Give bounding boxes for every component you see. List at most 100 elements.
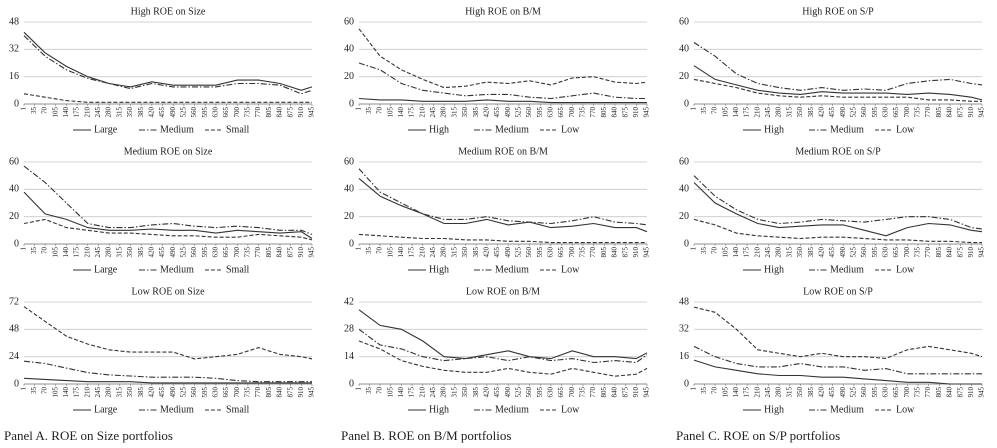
series-line <box>23 31 313 91</box>
x-tick-label: 455 <box>828 247 836 258</box>
y-tick-label: 0 <box>684 238 689 249</box>
x-tick-label: 595 <box>871 107 879 118</box>
x-tick-label: 875 <box>621 107 629 118</box>
x-tick-label: 315 <box>785 107 793 118</box>
chart-title: Low ROE on B/M <box>466 286 540 297</box>
x-tick-label: 735 <box>579 387 587 398</box>
x-tick-label: 455 <box>493 247 501 258</box>
x-tick-label: 455 <box>158 247 166 258</box>
x-tick-label: 805 <box>600 247 608 258</box>
x-tick-label: 910 <box>967 247 975 258</box>
y-tick-label: 42 <box>344 296 354 307</box>
y-tick-label: 48 <box>9 324 19 335</box>
x-tick-label: 140 <box>62 247 70 258</box>
x-tick-label: 630 <box>882 387 890 398</box>
x-tick-label: 455 <box>828 107 836 118</box>
x-tick-label: 245 <box>429 247 437 258</box>
series-line <box>23 191 313 239</box>
y-tick-label: 0 <box>349 378 354 389</box>
x-tick-label: 665 <box>557 247 565 258</box>
x-tick-label: 350 <box>126 247 134 258</box>
x-tick-label: 910 <box>297 247 305 258</box>
legend-label: Low <box>561 404 580 415</box>
x-tick-label: 945 <box>643 387 651 398</box>
x-tick-label: 245 <box>429 387 437 398</box>
x-tick-label: 1 <box>690 387 698 391</box>
x-tick-label: 665 <box>222 387 230 398</box>
x-tick-label: 385 <box>807 247 815 258</box>
series-line <box>23 360 312 383</box>
x-tick-label: 875 <box>621 247 629 258</box>
x-tick-label: 805 <box>935 247 943 258</box>
x-tick-label: 525 <box>849 247 857 258</box>
legend-label: Medium <box>830 124 864 135</box>
x-tick-label: 35 <box>700 247 708 255</box>
x-tick-label: 350 <box>461 107 469 118</box>
x-tick-label: 595 <box>871 387 879 398</box>
y-tick-label: 0 <box>349 238 354 249</box>
x-tick-label: 630 <box>547 387 555 398</box>
x-tick-label: 245 <box>94 107 102 118</box>
x-tick-label: 805 <box>265 107 273 118</box>
series-line <box>358 97 647 104</box>
x-tick-label: 420 <box>147 247 155 258</box>
x-tick-label: 455 <box>493 387 501 398</box>
x-tick-label: 1 <box>690 107 698 111</box>
x-tick-label: 490 <box>839 387 847 398</box>
x-tick-label: 175 <box>743 107 751 118</box>
x-tick-label: 420 <box>817 247 825 258</box>
x-tick-label: 595 <box>536 247 544 258</box>
x-tick-label: 945 <box>978 387 986 398</box>
x-tick-label: 455 <box>828 387 836 398</box>
x-tick-label: 840 <box>946 107 954 118</box>
series-line <box>693 218 982 244</box>
x-tick-label: 105 <box>51 387 59 398</box>
x-tick-label: 35 <box>365 387 373 395</box>
y-tick-label: 20 <box>344 71 354 82</box>
x-tick-label: 875 <box>956 247 964 258</box>
x-tick-label: 560 <box>860 247 868 258</box>
x-tick-label: 280 <box>440 107 448 118</box>
x-tick-label: 350 <box>796 247 804 258</box>
x-tick-label: 945 <box>978 247 986 258</box>
y-tick-label: 20 <box>9 211 19 222</box>
x-tick-label: 315 <box>450 107 458 118</box>
x-tick-label: 245 <box>764 387 772 398</box>
y-tick-label: 40 <box>344 44 354 55</box>
x-tick-label: 805 <box>265 247 273 258</box>
x-tick-label: 630 <box>882 247 890 258</box>
legend-label: Small <box>226 124 250 135</box>
x-tick-label: 840 <box>276 387 284 398</box>
x-tick-label: 490 <box>504 106 512 117</box>
x-tick-label: 490 <box>504 246 512 257</box>
x-tick-label: 560 <box>190 107 198 118</box>
x-tick-label: 105 <box>721 387 729 398</box>
x-tick-label: 35 <box>30 107 38 115</box>
x-tick-label: 70 <box>376 387 384 395</box>
x-tick-label: 280 <box>105 247 113 258</box>
x-tick-label: 735 <box>914 387 922 398</box>
x-tick-label: 175 <box>408 107 416 118</box>
x-tick-label: 105 <box>386 107 394 118</box>
x-tick-label: 910 <box>297 107 305 118</box>
series-line <box>693 42 983 91</box>
chart-title: Medium ROE on B/M <box>458 146 548 157</box>
x-tick-label: 875 <box>286 247 294 258</box>
x-tick-label: 245 <box>94 247 102 258</box>
x-tick-label: 770 <box>589 107 597 118</box>
y-tick-label: 48 <box>9 16 19 27</box>
y-tick-label: 16 <box>9 71 19 82</box>
x-tick-label: 210 <box>418 387 426 398</box>
x-tick-label: 105 <box>51 107 59 118</box>
x-tick-label: 1 <box>20 107 28 111</box>
x-tick-label: 140 <box>732 387 740 398</box>
series-line <box>693 359 982 385</box>
legend-label: Medium <box>495 264 529 275</box>
x-tick-label: 875 <box>956 387 964 398</box>
x-tick-label: 630 <box>212 107 220 118</box>
y-tick-label: 60 <box>9 156 19 167</box>
x-tick-label: 700 <box>233 107 241 118</box>
series-line <box>693 345 982 375</box>
legend-label: Medium <box>160 264 194 275</box>
x-tick-label: 945 <box>308 107 316 118</box>
